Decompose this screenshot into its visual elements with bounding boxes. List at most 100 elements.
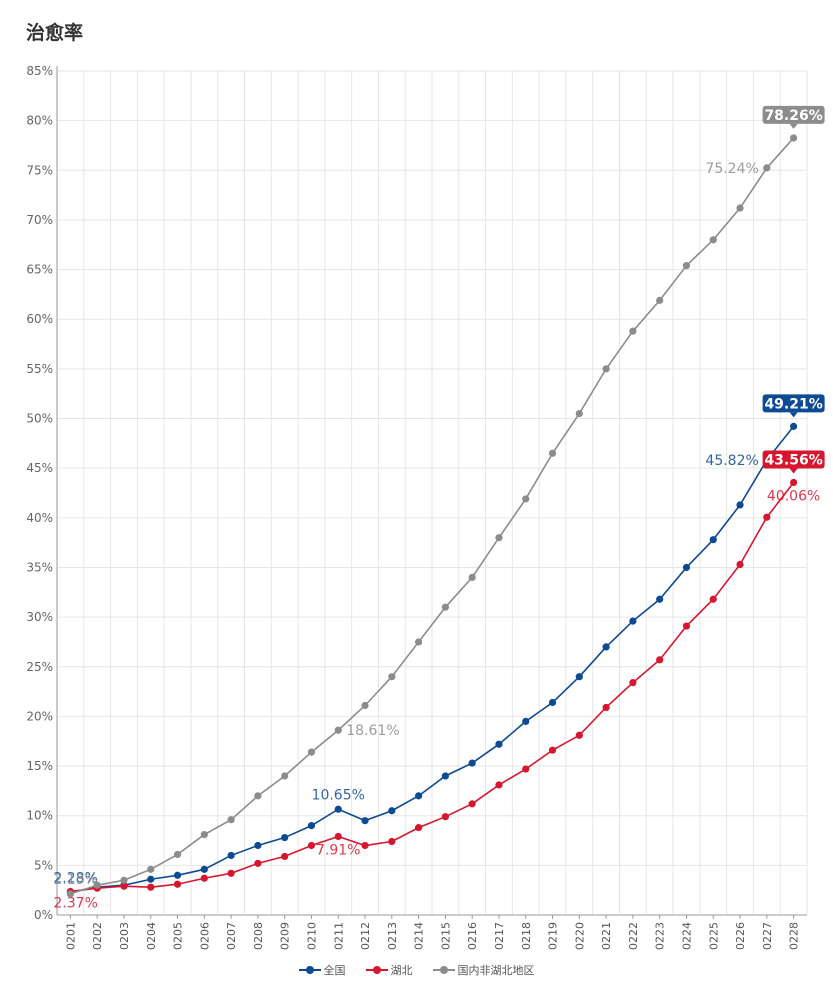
data-point-2-0228 [790,134,798,142]
data-point-2-0201 [66,890,74,898]
data-point-1-0226 [736,560,744,569]
series-line-2 [70,137,795,895]
data-point-0-0216 [468,759,476,767]
y-tick-label-3: 15% [26,759,53,773]
data-point-0-0228 [790,422,798,430]
data-point-1-0220 [575,731,583,739]
legend-item-national[interactable]: 全国 [298,962,346,978]
data-point-2-0205 [173,850,182,859]
data-point-1-0210 [307,841,316,850]
data-label-1-1: 7.91% [316,842,360,858]
data-point-0-0211 [334,805,342,813]
legend-item-non-hubei[interactable]: 国内非湖北地区 [432,962,535,978]
y-tick-label-9: 45% [26,461,53,475]
data-point-0-0207 [227,851,235,860]
y-tick-label-10: 50% [26,412,53,426]
end-badge-bg-2 [762,105,825,124]
legend-swatch-hubei [365,965,388,975]
data-point-2-0208 [254,792,262,800]
data-point-0-0208 [254,841,262,850]
data-point-0-0225 [709,536,717,544]
data-point-1-0208 [254,859,262,867]
data-point-2-0222 [629,327,637,335]
data-point-0-0206 [200,865,208,873]
legend-label-national: 全国 [323,964,346,977]
y-tick-label-11: 55% [26,362,53,376]
x-tick-label-0217: 0217 [493,922,506,950]
x-tick-label-0227: 0227 [761,922,774,950]
x-tick-label-0216: 0216 [466,922,479,950]
legend: 全国 湖北 国内非湖北地区 [0,962,833,978]
data-point-1-0227 [763,513,771,521]
y-tick-label-16: 80% [26,114,53,128]
x-tick-label-0211: 0211 [332,922,345,950]
x-tick-label-0209: 0209 [279,922,292,950]
data-point-1-0207 [227,869,235,877]
data-point-2-0216 [468,573,476,582]
x-tick-label-0222: 0222 [627,922,640,950]
end-badge-label-1: 43.56% [764,452,822,468]
data-point-2-0223 [656,296,664,304]
data-point-0-0213 [388,807,396,815]
data-point-2-0202 [93,881,101,889]
legend-item-hubei[interactable]: 湖北 [365,962,413,978]
data-point-0-0222 [629,617,637,625]
y-tick-label-0: 0% [34,908,53,922]
x-tick-label-0215: 0215 [439,922,452,950]
end-badge-pointer-2 [789,123,798,129]
x-tick-label-0207: 0207 [225,922,238,950]
data-point-1-0203 [120,882,128,890]
data-point-1-0222 [629,679,637,687]
data-point-2-0218 [522,495,530,503]
legend-swatch-national [298,965,321,975]
data-point-1-0212 [361,841,369,850]
end-badge-bg-1 [762,450,825,469]
x-tick-label-0201: 0201 [64,922,77,950]
series-line-0 [70,425,795,894]
data-point-0-0218 [522,717,530,725]
data-label-0-1: 10.65% [312,787,365,803]
data-point-0-0219 [548,698,557,707]
y-tick-label-14: 70% [26,213,53,227]
x-tick-label-0224: 0224 [680,922,693,950]
end-badge-label-2: 78.26% [764,108,822,124]
y-tick-label-5: 25% [26,660,53,674]
x-tick-label-0208: 0208 [252,922,265,950]
data-point-1-0214 [415,824,423,832]
data-point-2-0209 [281,772,289,780]
x-tick-label-0213: 0213 [386,922,399,950]
data-label-1-0: 2.37% [53,895,97,911]
y-tick-label-2: 10% [26,809,53,823]
data-point-1-0215 [441,813,449,821]
data-point-1-0218 [522,765,530,773]
x-tick-label-0206: 0206 [198,922,211,950]
data-label-2-0: 2.13% [53,872,97,888]
data-point-0-0226 [736,501,744,509]
data-point-1-0205 [173,880,182,888]
data-point-2-0212 [361,701,369,710]
data-point-1-0228 [790,478,798,487]
data-point-2-0214 [415,638,423,646]
y-tick-label-13: 65% [26,263,53,277]
data-point-0-0217 [495,740,503,748]
x-tick-label-0218: 0218 [520,922,533,950]
data-point-2-0217 [495,534,503,542]
data-point-2-0203 [120,876,128,884]
data-point-0-0212 [361,817,369,825]
y-tick-label-6: 30% [26,610,53,624]
x-tick-label-0219: 0219 [547,922,560,950]
data-point-2-0213 [388,673,396,681]
data-point-0-0214 [415,792,423,800]
data-point-2-0225 [709,236,717,244]
data-label-0-0: 2.28% [53,870,97,886]
data-point-1-0204 [147,883,155,891]
data-point-2-0220 [575,409,583,418]
x-tick-label-0223: 0223 [654,922,667,950]
data-label-0-2: 45.82% [705,453,758,469]
data-point-1-0219 [548,746,557,754]
data-point-0-0210 [307,822,316,830]
data-point-1-0223 [656,656,664,664]
y-tick-label-8: 40% [26,511,53,525]
x-tick-label-0225: 0225 [707,922,720,950]
end-badge-pointer-0 [789,412,798,418]
